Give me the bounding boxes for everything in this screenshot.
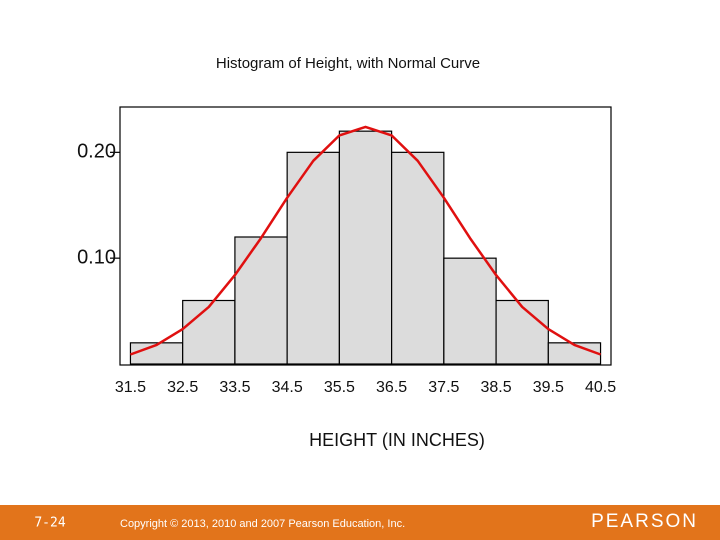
y-tick-label: 0.20 [77,141,116,163]
slide-number: 7-24 [34,516,65,531]
x-tick-label: 39.5 [533,379,564,396]
x-tick-label: 40.5 [585,379,616,396]
x-tick-label: 31.5 [115,379,146,396]
bar [495,299,549,365]
x-tick-label: 34.5 [272,379,303,396]
bar [338,130,393,365]
footer-bar [0,505,720,540]
bar [286,151,340,365]
plot-frame [119,106,612,366]
x-tick-label: 32.5 [167,379,198,396]
bar [182,299,236,365]
copyright: Copyright © 2013, 2010 and 2007 Pearson … [120,518,405,530]
x-tick-label: 35.5 [324,379,355,396]
bar [234,236,288,365]
y-tick-label: 0.10 [77,246,116,268]
x-tick-label: 36.5 [376,379,407,396]
x-axis-label: HEIGHT (IN INCHES) [309,430,485,450]
x-tick-label: 38.5 [481,379,512,396]
chart-title: Histogram of Height, with Normal Curve [216,55,480,72]
x-tick-label: 33.5 [219,379,250,396]
x-tick-label: 37.5 [428,379,459,396]
brand: PEARSON [591,511,698,532]
bar [391,151,445,365]
bar [443,257,497,365]
normal-curve [129,125,602,356]
